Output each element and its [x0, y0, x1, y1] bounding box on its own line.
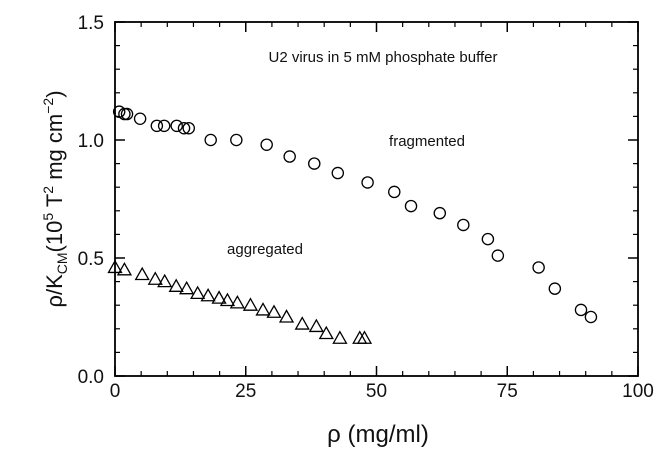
circle-point [182, 121, 195, 135]
data-series [107, 105, 598, 344]
y-tick-label: 0.0 [78, 367, 104, 388]
y-title-mg: mg cm [42, 114, 67, 186]
y-title-rho: ρ/K [42, 274, 67, 308]
plot-frame [114, 21, 639, 377]
y-title-t: T [42, 194, 67, 213]
circle-point [204, 133, 217, 147]
circle-point [388, 185, 401, 199]
circle-point [404, 199, 418, 213]
triangle-point [356, 330, 373, 344]
circle-point [361, 176, 374, 189]
x-axis-title: ρ (mg/ml) [327, 421, 429, 448]
circle-point [308, 157, 321, 170]
triangle-series [107, 259, 373, 344]
y-title-expneg2: −2 [40, 98, 56, 114]
sample-annotation: U2 virus in 5 mM phosphate buffer [268, 49, 497, 66]
triangle-point [200, 287, 216, 302]
triangle-point [147, 271, 163, 285]
axis-ticks [114, 21, 639, 377]
triangle-point [352, 330, 368, 344]
y-title-open: (10 [42, 221, 67, 253]
triangle-point [211, 290, 227, 304]
triangle-point [134, 266, 150, 281]
triangle-point [116, 261, 133, 276]
triangle-point [266, 304, 282, 318]
triangle-point [332, 330, 348, 344]
x-tick-label: 75 [497, 381, 518, 402]
x-tick-labels: 0 25 50 75 100 [110, 381, 654, 402]
triangle-point [242, 297, 259, 311]
circle-point [584, 310, 598, 324]
circle-point [230, 133, 243, 147]
y-tick-label: 1.5 [78, 13, 104, 34]
y-title-exp5: 5 [40, 213, 56, 221]
x-tick-label: 0 [110, 381, 121, 402]
triangle-point [107, 259, 123, 274]
circle-point [548, 282, 562, 295]
triangle-point [308, 318, 324, 333]
y-title-subscript: CM [54, 252, 70, 274]
circle-point [491, 249, 505, 262]
triangle-point [179, 280, 195, 295]
circle-series [112, 105, 598, 324]
circle-point [157, 119, 171, 133]
circle-point [283, 150, 296, 163]
triangle-point [294, 316, 310, 330]
circle-point [481, 232, 495, 246]
y-title-exp2: 2 [40, 186, 56, 194]
y-axis-title: ρ/KCM(105 T2 mg cm−2) [40, 90, 70, 307]
triangle-point [278, 309, 295, 323]
triangle-point [168, 278, 184, 292]
circle-point [433, 206, 447, 220]
y-tick-label: 1.0 [78, 131, 104, 152]
fragmented-annotation: fragmented [389, 133, 465, 150]
triangle-point [157, 273, 173, 288]
circle-point [574, 303, 588, 317]
circle-point [260, 138, 273, 151]
circle-point [120, 107, 134, 121]
triangle-point [318, 325, 334, 340]
triangle-point [190, 285, 206, 300]
y-tick-labels: 0.0 0.5 1.0 1.5 [78, 13, 104, 388]
circle-point [150, 119, 164, 133]
circle-point [331, 166, 345, 180]
triangle-point [255, 302, 271, 316]
circle-point [177, 121, 191, 135]
circle-point [457, 218, 470, 232]
aggregated-annotation: aggregated [227, 241, 303, 258]
triangle-point [219, 292, 236, 307]
x-tick-label: 100 [622, 381, 654, 402]
x-tick-label: 25 [235, 381, 256, 402]
y-title-close: ) [42, 90, 67, 97]
circle-point [133, 112, 147, 126]
circle-point [532, 261, 545, 274]
circle-point [170, 119, 183, 133]
y-tick-label: 0.5 [78, 249, 104, 270]
triangle-point [229, 295, 245, 309]
x-tick-label: 50 [366, 381, 387, 402]
